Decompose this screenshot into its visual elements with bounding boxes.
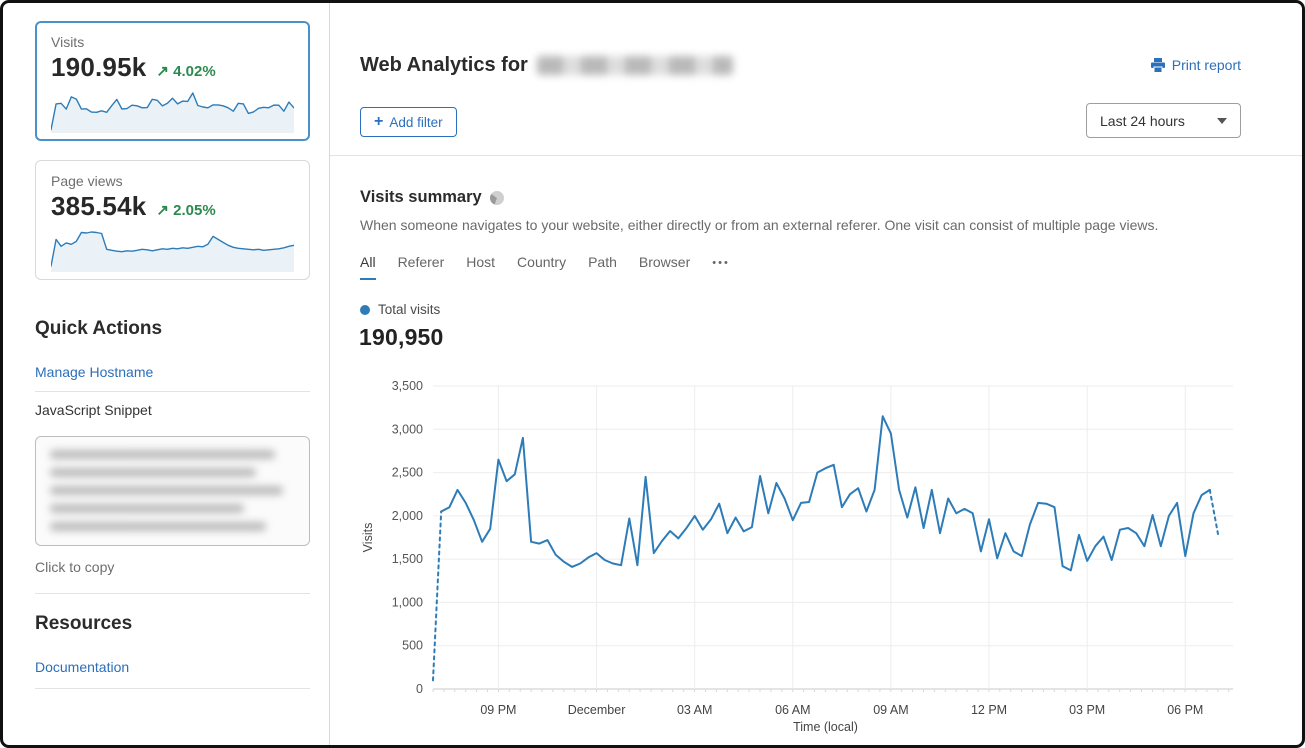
svg-text:03 AM: 03 AM (677, 703, 712, 717)
svg-text:3,500: 3,500 (392, 379, 423, 393)
sidebar-main-divider (329, 3, 330, 745)
tab-browser[interactable]: Browser (638, 254, 691, 270)
visits-summary-description: When someone navigates to your website, … (360, 217, 1159, 233)
redacted-code-line (50, 522, 266, 531)
javascript-snippet-code-box[interactable] (35, 436, 310, 546)
documentation-link[interactable]: Documentation (35, 659, 130, 675)
time-range-select[interactable]: Last 24 hours (1086, 103, 1241, 138)
sidebar-divider (35, 688, 310, 689)
click-to-copy-hint: Click to copy (35, 559, 115, 575)
tab-path[interactable]: Path (588, 254, 617, 270)
javascript-snippet-label: JavaScript Snippet (35, 402, 152, 418)
total-visits-value: 190,950 (359, 324, 444, 350)
print-report-button[interactable]: Print report (1150, 57, 1241, 73)
pageviews-sparkline-chart (51, 231, 294, 272)
pageviews-metric-card[interactable]: Page views 385.54k ↗ 2.05% (35, 160, 310, 280)
tab-host[interactable]: Host (466, 254, 496, 270)
pageviews-card-value: 385.54k (51, 191, 147, 221)
pageviews-card-label: Page views (51, 173, 123, 189)
visits-card-value: 190.95k (51, 52, 147, 82)
print-report-label: Print report (1171, 57, 1241, 73)
quick-actions-heading: Quick Actions (35, 318, 163, 339)
redacted-code-line (50, 504, 244, 513)
svg-text:09 AM: 09 AM (873, 703, 908, 717)
add-filter-button[interactable]: + Add filter (360, 107, 457, 137)
svg-text:0: 0 (416, 682, 423, 696)
visits-summary-title: Visits summary (360, 188, 504, 207)
svg-text:Visits: Visits (361, 523, 375, 553)
legend-label: Total visits (378, 302, 441, 317)
printer-icon (1150, 57, 1165, 73)
svg-text:2,500: 2,500 (392, 466, 423, 480)
pie-chart-icon (489, 190, 504, 205)
sidebar-divider (35, 593, 310, 594)
svg-text:03 PM: 03 PM (1069, 703, 1105, 717)
svg-text:06 AM: 06 AM (775, 703, 810, 717)
redacted-domain (536, 56, 733, 75)
manage-hostname-link[interactable]: Manage Hostname (35, 364, 154, 380)
summary-tabs: All Referer Host Country Path Browser ••… (360, 254, 730, 280)
redacted-code-line (50, 486, 283, 495)
header-divider (330, 155, 1302, 156)
svg-text:06 PM: 06 PM (1167, 703, 1203, 717)
svg-text:1,000: 1,000 (392, 595, 423, 609)
sidebar-divider (35, 391, 310, 392)
tab-referer[interactable]: Referer (397, 254, 445, 270)
page-title-text: Web Analytics for (360, 54, 528, 76)
resources-heading: Resources (35, 613, 133, 634)
trend-up-icon: ↗ (156, 202, 169, 219)
trend-up-icon: ↗ (156, 63, 169, 80)
svg-text:December: December (568, 703, 626, 717)
visits-over-time-chart[interactable]: 0 500 1,000 1,500 2,000 2,500 3,000 3,500 09 PM D… (360, 373, 1235, 739)
tab-all[interactable]: All (360, 254, 376, 280)
visits-card-label: Visits (51, 34, 85, 50)
svg-text:2,000: 2,000 (392, 509, 423, 523)
svg-text:Time (local): Time (local) (793, 720, 858, 734)
svg-text:500: 500 (402, 639, 423, 653)
tabs-overflow-button[interactable]: ••• (712, 257, 730, 269)
svg-text:3,000: 3,000 (392, 422, 423, 436)
legend-dot-icon (360, 304, 370, 315)
plus-icon: + (374, 113, 384, 130)
chevron-down-icon (1217, 117, 1227, 124)
visits-metric-card[interactable]: Visits 190.95k ↗ 4.02% (35, 21, 310, 141)
chart-legend: Total visits (360, 302, 440, 317)
svg-text:12 PM: 12 PM (971, 703, 1007, 717)
redacted-code-line (50, 450, 276, 459)
svg-text:1,500: 1,500 (392, 552, 423, 566)
pageviews-card-change: ↗ 2.05% (156, 202, 216, 219)
tab-country[interactable]: Country (517, 254, 567, 270)
add-filter-label: Add filter (389, 114, 443, 130)
page-title: Web Analytics for (360, 54, 733, 77)
visits-sparkline-chart (51, 92, 294, 133)
visits-card-change: ↗ 4.02% (156, 63, 216, 80)
time-range-value: Last 24 hours (1100, 112, 1185, 129)
svg-text:09 PM: 09 PM (480, 703, 516, 717)
redacted-code-line (50, 468, 256, 477)
